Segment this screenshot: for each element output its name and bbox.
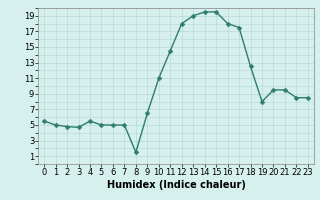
X-axis label: Humidex (Indice chaleur): Humidex (Indice chaleur) <box>107 180 245 190</box>
